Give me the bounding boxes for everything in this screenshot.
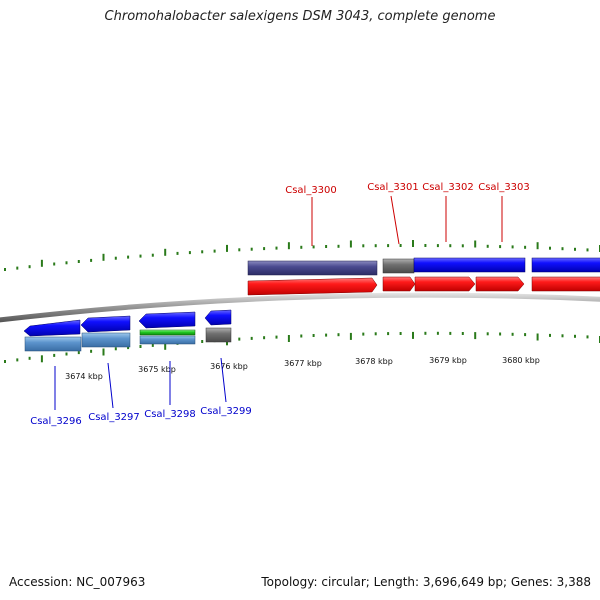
feature-bar[interactable] xyxy=(205,327,232,343)
scale-label: 3676 kbp xyxy=(210,362,248,371)
reverse-gene-leaders xyxy=(54,357,227,410)
feature-bar[interactable] xyxy=(24,336,82,352)
map-title: Chromohalobacter salexigens DSM 3043, co… xyxy=(104,9,496,24)
scale-label: 3675 kbp xyxy=(138,365,176,374)
gene-label-csal-3299[interactable]: Csal_3299 xyxy=(200,406,252,417)
upper-tick-track xyxy=(4,240,600,271)
scale-label: 3679 kbp xyxy=(429,356,467,365)
genome-backbone xyxy=(0,292,600,323)
forward-gene-arrow[interactable] xyxy=(475,276,525,292)
feature-bar[interactable] xyxy=(139,329,196,336)
scale-label: 3678 kbp xyxy=(355,357,393,366)
gene-label-csal-3303[interactable]: Csal_3303 xyxy=(478,182,530,193)
gene-label-csal-3300[interactable]: Csal_3300 xyxy=(285,185,337,196)
gene-label-csal-3302[interactable]: Csal_3302 xyxy=(422,182,474,193)
scale-label: 3674 kbp xyxy=(65,372,103,381)
feature-bar[interactable] xyxy=(81,332,131,348)
gene-label-csal-3296[interactable]: Csal_3296 xyxy=(30,416,82,427)
reverse-gene-arrow[interactable] xyxy=(204,309,232,326)
upper-feature-track xyxy=(247,257,600,276)
accession-label: Accession: NC_007963 xyxy=(9,575,146,589)
gene-label-csal-3297[interactable]: Csal_3297 xyxy=(88,412,140,423)
feature-bar[interactable] xyxy=(139,335,196,345)
scale-label: 3677 kbp xyxy=(284,359,322,368)
forward-gene-leaders xyxy=(311,195,503,246)
forward-strand-track xyxy=(247,276,600,296)
gene-label-csal-3301[interactable]: Csal_3301 xyxy=(367,182,419,193)
genome-summary-label: Topology: circular; Length: 3,696,649 bp… xyxy=(261,575,591,589)
reverse-gene-arrow[interactable] xyxy=(138,311,196,329)
feature-bar[interactable] xyxy=(247,260,378,276)
gene-label-csal-3298[interactable]: Csal_3298 xyxy=(144,409,196,420)
feature-bar[interactable] xyxy=(531,257,600,273)
scale-label: 3680 kbp xyxy=(502,356,540,365)
scale-labels: 3674 kbp 3675 kbp 3676 kbp 3677 kbp 3678 kbp… xyxy=(65,356,540,381)
forward-gene-arrow[interactable] xyxy=(382,276,416,292)
forward-gene-arrow[interactable] xyxy=(531,276,600,292)
feature-bar[interactable] xyxy=(413,257,526,273)
forward-gene-arrow[interactable] xyxy=(247,277,378,296)
feature-bar[interactable] xyxy=(382,258,415,274)
lower-tick-track xyxy=(4,331,600,363)
lower-feature-track xyxy=(24,327,232,352)
reverse-gene-arrow[interactable] xyxy=(80,315,131,333)
forward-gene-arrow[interactable] xyxy=(414,276,476,292)
reverse-strand-track xyxy=(23,309,232,337)
reverse-gene-arrow[interactable] xyxy=(23,319,81,337)
